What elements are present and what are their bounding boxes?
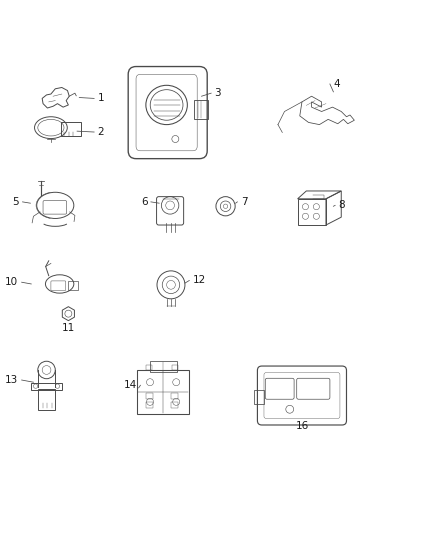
Text: 11: 11 — [62, 323, 75, 333]
Text: 7: 7 — [241, 197, 247, 207]
Text: 14: 14 — [124, 380, 137, 390]
Text: 12: 12 — [193, 276, 206, 286]
Text: 10: 10 — [5, 277, 18, 287]
Text: 5: 5 — [12, 197, 19, 207]
Text: 6: 6 — [141, 197, 148, 207]
Text: 2: 2 — [98, 127, 104, 137]
Text: 13: 13 — [5, 375, 18, 385]
Text: 8: 8 — [339, 200, 345, 211]
Text: 16: 16 — [295, 422, 309, 432]
Text: 1: 1 — [98, 93, 104, 103]
Text: 4: 4 — [333, 79, 340, 89]
Text: 3: 3 — [215, 88, 221, 98]
